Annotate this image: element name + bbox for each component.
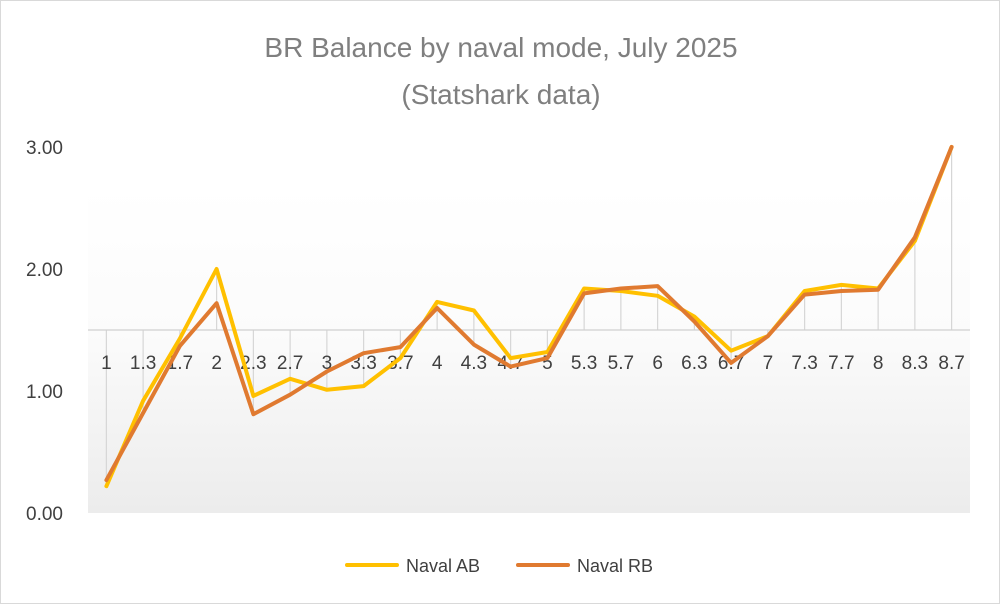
series-line-naval-rb xyxy=(104,145,954,483)
x-tick-label: 7.7 xyxy=(828,353,854,374)
legend-label-naval-rb: Naval RB xyxy=(577,556,653,576)
x-tick-label: 8.3 xyxy=(902,353,928,374)
x-tick-label: 1.3 xyxy=(130,353,156,374)
series-line-naval-ab xyxy=(104,145,954,489)
x-tick-label: 1 xyxy=(101,353,112,374)
x-tick-label: 7 xyxy=(763,353,774,374)
x-tick-label: 2.7 xyxy=(277,353,303,374)
chart-subtitle: (Statshark data) xyxy=(401,79,600,110)
legend-label-naval-ab: Naval AB xyxy=(406,556,480,576)
x-tick-label: 4 xyxy=(432,353,443,374)
x-tick-label: 5 xyxy=(542,353,553,374)
x-tick-label: 6.3 xyxy=(681,353,707,374)
x-tick-label: 8 xyxy=(873,353,884,374)
x-tick-label: 5.3 xyxy=(571,353,597,374)
y-tick-label: 2.00 xyxy=(26,260,63,281)
x-tick-label: 2 xyxy=(211,353,222,374)
x-tick-label: 3.7 xyxy=(387,353,413,374)
chart-title: BR Balance by naval mode, July 2025 xyxy=(264,32,737,63)
series-lines xyxy=(104,145,954,489)
y-axis-ticks: 0.00 1.00 2.00 3.00 xyxy=(26,138,63,525)
y-tick-label: 0.00 xyxy=(26,504,63,525)
y-tick-label: 3.00 xyxy=(26,138,63,159)
x-tick-label: 8.7 xyxy=(938,353,964,374)
legend: Naval AB Naval RB xyxy=(345,556,653,576)
x-tick-label: 4.3 xyxy=(461,353,487,374)
x-tick-label: 5.7 xyxy=(608,353,634,374)
x-tick-label: 6 xyxy=(652,353,663,374)
x-tick-label: 3 xyxy=(322,353,333,374)
plot-area-background xyxy=(88,187,970,513)
drop-lines xyxy=(105,147,953,487)
x-tick-label: 7.3 xyxy=(791,353,817,374)
y-tick-label: 1.00 xyxy=(26,382,63,403)
